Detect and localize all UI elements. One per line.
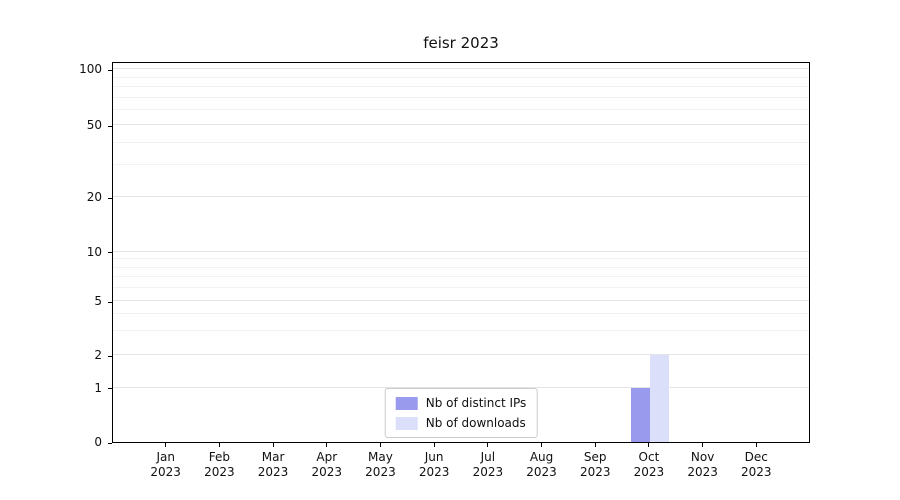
y-tick-mark <box>108 252 112 254</box>
x-tick-label: Jul 2023 <box>456 450 520 480</box>
legend-item: Nb of distinct IPs <box>395 396 527 410</box>
x-tick-month: Feb <box>208 450 230 464</box>
x-tick-label: Jun 2023 <box>402 450 466 480</box>
y-tick-mark <box>108 355 112 357</box>
y-tick-mark <box>108 388 112 390</box>
x-tick-year: 2023 <box>633 465 665 479</box>
x-tick-mark <box>272 443 274 447</box>
x-tick-mark <box>594 443 596 447</box>
bar-downloads <box>649 355 669 442</box>
x-tick-month: May <box>368 450 393 464</box>
y-tick-mark <box>108 301 112 303</box>
major-gridline <box>113 196 809 197</box>
major-gridline <box>113 124 809 125</box>
x-tick-year: 2023 <box>365 465 396 479</box>
minor-gridline <box>113 76 809 78</box>
x-tick-mark <box>165 443 167 447</box>
x-tick-mark <box>326 443 328 447</box>
y-tick-label: 50 <box>86 118 102 132</box>
y-tick-label: 1 <box>94 380 102 395</box>
x-tick-label: Dec 2023 <box>724 450 788 480</box>
y-tick-label: 0 <box>94 435 102 449</box>
x-tick-label: Nov 2023 <box>671 450 735 480</box>
x-tick-month: Aug <box>529 450 554 464</box>
x-tick-month: Mar <box>261 450 285 464</box>
x-tick-year: 2023 <box>579 465 611 479</box>
y-tick-mark <box>108 125 112 127</box>
minor-gridline <box>113 164 809 166</box>
x-tick-month: Jan <box>156 450 175 464</box>
minor-gridline <box>113 258 809 260</box>
x-tick-year: 2023 <box>687 465 718 479</box>
x-tick-year: 2023 <box>311 465 343 479</box>
x-tick-label: Apr 2023 <box>295 450 359 480</box>
x-tick-year: 2023 <box>150 465 181 479</box>
x-tick-label: Feb 2023 <box>187 450 251 480</box>
x-tick-month: Apr <box>316 450 338 464</box>
x-tick-year: 2023 <box>204 465 235 479</box>
y-tick-label: 20 <box>86 190 102 205</box>
y-tick-label: 100 <box>79 62 102 76</box>
minor-gridline <box>113 109 809 111</box>
legend-swatch <box>395 396 418 410</box>
x-tick-label: Aug 2023 <box>510 450 574 480</box>
x-tick-mark <box>648 443 650 447</box>
minor-gridline <box>113 141 809 143</box>
x-tick-month: Dec <box>744 450 768 464</box>
x-tick-mark <box>755 443 757 447</box>
legend-label: Nb of downloads <box>425 416 526 430</box>
x-tick-month: Nov <box>690 450 715 464</box>
x-tick-mark <box>433 443 435 447</box>
x-tick-label: Sep 2023 <box>563 450 627 480</box>
x-tick-label: Jan 2023 <box>134 450 198 480</box>
bar-distinct-ips <box>631 387 650 442</box>
x-tick-mark <box>487 443 489 447</box>
x-tick-mark <box>541 443 543 447</box>
minor-gridline <box>113 96 809 98</box>
y-tick-mark <box>108 69 112 71</box>
y-tick-mark <box>108 442 112 444</box>
major-gridline <box>113 386 809 388</box>
legend-label: Nb of distinct IPs <box>425 396 527 410</box>
x-tick-year: 2023 <box>741 465 772 479</box>
y-tick-mark <box>108 197 112 199</box>
major-gridline <box>113 300 809 301</box>
x-tick-label: May 2023 <box>348 450 412 480</box>
major-gridline <box>113 354 809 356</box>
minor-gridline <box>113 276 809 278</box>
legend-swatch <box>395 416 418 430</box>
x-tick-year: 2023 <box>257 465 289 479</box>
x-tick-label: Mar 2023 <box>241 450 305 480</box>
legend: Nb of distinct IPs Nb of downloads <box>384 388 538 438</box>
y-tick-label: 5 <box>94 294 102 309</box>
x-tick-mark <box>218 443 220 447</box>
x-tick-month: Oct <box>638 450 660 464</box>
chart-title: feisr 2023 <box>423 34 499 52</box>
x-tick-year: 2023 <box>418 465 450 479</box>
x-tick-month: Jun <box>424 450 444 464</box>
minor-gridline <box>113 287 809 289</box>
major-gridline <box>113 250 809 252</box>
minor-gridline <box>113 266 809 268</box>
major-gridline <box>113 68 809 69</box>
x-tick-year: 2023 <box>472 465 504 479</box>
x-tick-month: Jul <box>480 450 496 464</box>
x-tick-mark <box>379 443 381 447</box>
x-tick-year: 2023 <box>526 465 557 479</box>
minor-gridline <box>113 313 809 315</box>
minor-gridline <box>113 330 809 332</box>
minor-gridline <box>113 86 809 87</box>
x-tick-label: Oct 2023 <box>617 450 681 480</box>
x-tick-mark <box>702 443 704 447</box>
x-tick-month: Sep <box>583 450 607 464</box>
plot-area <box>112 62 810 443</box>
y-tick-label: 10 <box>86 244 102 259</box>
legend-item: Nb of downloads <box>395 416 527 430</box>
y-tick-label: 2 <box>94 348 102 363</box>
